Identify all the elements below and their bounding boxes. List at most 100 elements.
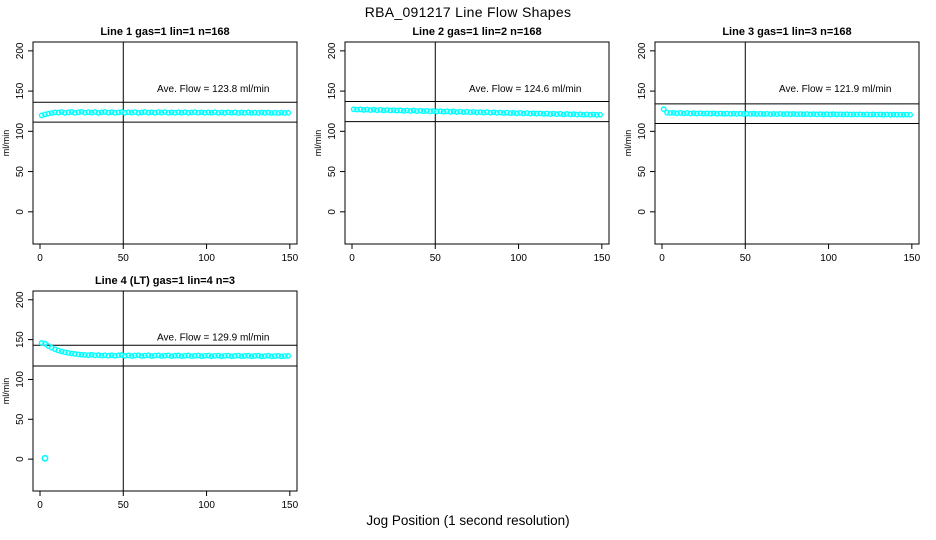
- y-tick-label: 200: [15, 42, 26, 59]
- data-point: [893, 111, 900, 118]
- data-point: [248, 110, 255, 116]
- data-point: [417, 107, 424, 114]
- x-tick-label: 100: [198, 500, 215, 511]
- data-point: [450, 108, 457, 115]
- data-point: [747, 111, 754, 117]
- data-point: [887, 111, 894, 118]
- data-point: [285, 109, 292, 116]
- x-tick-label: 50: [118, 253, 130, 264]
- data-point: [85, 352, 92, 359]
- data-point: [175, 109, 182, 116]
- data-point: [710, 110, 717, 117]
- data-point: [714, 110, 720, 117]
- data-point: [188, 109, 195, 116]
- data-point: [837, 111, 844, 118]
- data-point: [138, 353, 145, 359]
- plot-box: [654, 41, 920, 245]
- data-point: [255, 110, 262, 116]
- data-point: [557, 110, 564, 117]
- data-point: [754, 111, 760, 117]
- data-point: [494, 109, 500, 116]
- data-point: [78, 351, 85, 358]
- data-point: [241, 109, 248, 116]
- data-point: [135, 110, 142, 116]
- y-tick-label: 200: [327, 42, 338, 59]
- data-point: [205, 352, 212, 359]
- data-point: [420, 108, 427, 115]
- data-point: [734, 110, 740, 117]
- data-point: [165, 109, 172, 116]
- data-point: [480, 109, 487, 116]
- data-point: [251, 353, 258, 359]
- y-axis-label: ml/min: [623, 130, 633, 157]
- data-point: [517, 110, 524, 116]
- data-point: [221, 109, 228, 116]
- data-point: [158, 353, 165, 359]
- data-point: [850, 111, 857, 118]
- data-point: [543, 110, 550, 117]
- data-point: [148, 109, 155, 116]
- data-point: [354, 106, 360, 113]
- data-point: [707, 110, 714, 117]
- data-point: [261, 109, 268, 116]
- data-point: [75, 351, 82, 358]
- data-point: [523, 110, 530, 116]
- data-point: [235, 352, 242, 359]
- data-point: [597, 111, 604, 118]
- data-point: [168, 109, 175, 116]
- data-point: [98, 109, 105, 116]
- y-tick-label: 100: [327, 123, 338, 140]
- data-point: [102, 352, 108, 359]
- data-point: [397, 107, 404, 114]
- subplot-title: Line 3 gas=1 lin=3 n=168: [722, 26, 851, 38]
- data-point: [95, 352, 102, 358]
- data-point: [394, 107, 400, 114]
- x-tick-label: 150: [903, 253, 920, 264]
- data-point: [704, 110, 710, 117]
- data-point: [178, 353, 185, 359]
- data-point: [205, 109, 212, 116]
- data-point: [547, 111, 554, 117]
- data-point: [350, 106, 357, 113]
- data-point: [404, 107, 410, 114]
- data-point: [573, 111, 580, 118]
- data-point: [231, 109, 238, 116]
- data-point: [387, 107, 394, 114]
- y-tick-label: 50: [327, 166, 338, 178]
- data-point: [108, 352, 115, 359]
- data-point: [520, 110, 527, 117]
- data-point: [560, 111, 567, 118]
- y-tick-label: 0: [15, 209, 26, 215]
- x-tick-label: 0: [37, 253, 43, 264]
- data-point: [444, 108, 450, 115]
- data-point: [767, 111, 774, 118]
- y-tick-label: 0: [327, 209, 338, 215]
- data-point: [198, 109, 205, 116]
- data-point: [780, 111, 787, 118]
- data-point: [62, 349, 68, 356]
- subplot-4: 0 50 100 150 0 50 100 150 200 ml/min Line 4 (LT) g…: [1, 275, 299, 511]
- data-point: [138, 109, 145, 116]
- data-point: [278, 109, 285, 116]
- data-point: [390, 107, 397, 114]
- data-point: [717, 110, 724, 117]
- data-point: [85, 109, 92, 116]
- data-point: [503, 109, 510, 116]
- data-point: [135, 352, 142, 359]
- data-point: [664, 109, 670, 116]
- data-point: [155, 109, 162, 116]
- data-point: [72, 109, 78, 116]
- x-tick-label: 100: [510, 253, 527, 264]
- data-point: [55, 109, 62, 116]
- x-tick-label: 100: [198, 253, 215, 264]
- data-point: [870, 111, 877, 118]
- data-point: [68, 109, 75, 115]
- data-point: [231, 353, 238, 359]
- data-point: [484, 109, 490, 116]
- data-point: [65, 350, 72, 356]
- data-point: [380, 107, 387, 114]
- subplot-title: Line 1 gas=1 lin=1 n=168: [100, 26, 229, 38]
- y-tick-label: 0: [15, 456, 26, 462]
- data-point: [897, 111, 904, 118]
- data-point: [474, 109, 480, 116]
